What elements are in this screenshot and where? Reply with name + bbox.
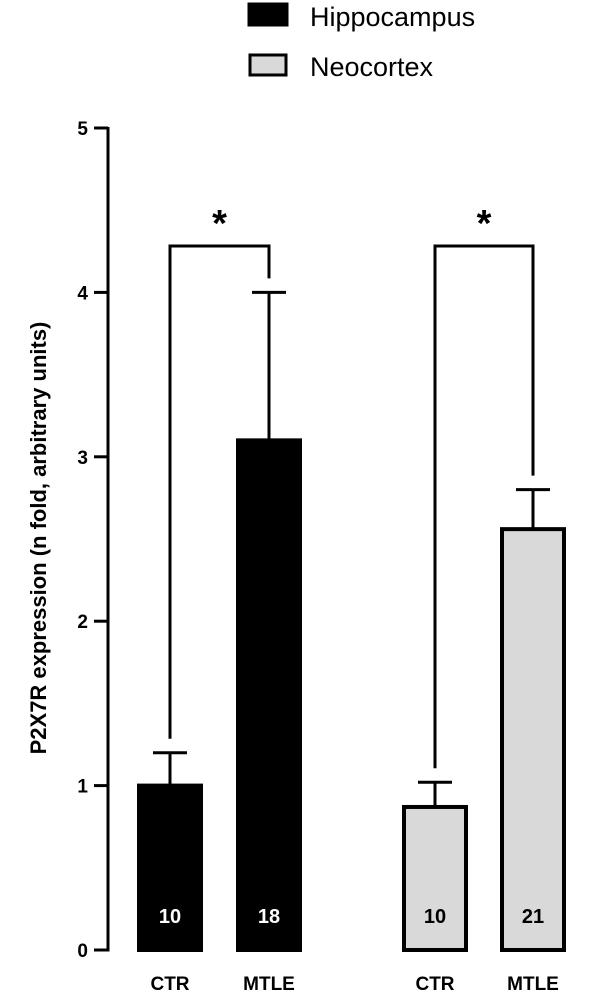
bar-n-label: 10 (159, 906, 181, 928)
bar (137, 783, 203, 952)
y-axis-label: P2X7R expression (n fold, arbitrary unit… (26, 322, 51, 755)
legend-swatch-neocortex (248, 53, 288, 77)
bar (236, 438, 302, 952)
significance-bracket (433, 244, 535, 769)
significance-star: * (477, 203, 492, 245)
bars: 10 CTR 18 MTLE 10 CTR 21 MTLE * * (137, 203, 566, 995)
legend-label-hippocampus: Hippocampus (310, 2, 475, 32)
y-tick-label: 0 (77, 941, 88, 962)
significance-star: * (212, 203, 227, 245)
legend-label-neocortex: Neocortex (310, 52, 434, 82)
category-label: MTLE (243, 974, 295, 995)
category-label: CTR (415, 974, 454, 995)
y-tick-label: 2 (77, 612, 88, 633)
y-tick-label: 4 (77, 283, 88, 304)
category-label: CTR (150, 974, 189, 995)
significance-bracket (168, 244, 271, 739)
legend-swatch-hippocampus (247, 2, 289, 27)
y-axis: 0 1 2 3 4 5 (77, 119, 110, 962)
bar-n-label: 10 (424, 906, 446, 928)
bar-n-label: 18 (258, 906, 280, 928)
category-label: MTLE (507, 974, 559, 995)
y-tick-label: 5 (77, 119, 88, 140)
y-tick-label: 3 (77, 448, 88, 469)
legend: Hippocampus Neocortex (247, 2, 475, 82)
y-tick-label: 1 (77, 777, 88, 798)
bar (402, 804, 468, 952)
bar-n-label: 21 (522, 906, 544, 928)
bar (500, 527, 566, 952)
